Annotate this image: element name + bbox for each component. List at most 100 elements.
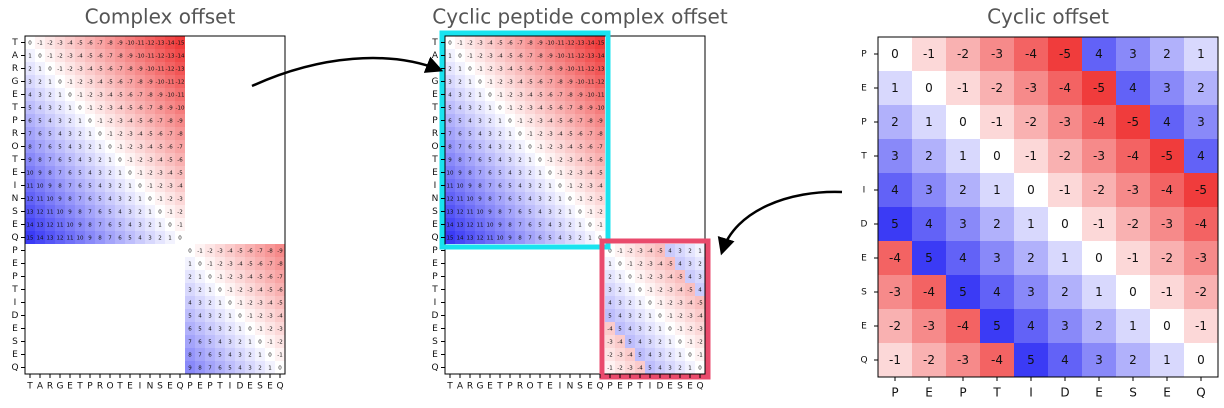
cell	[455, 153, 465, 166]
row-label: E	[12, 324, 18, 334]
cell-value: 8	[48, 171, 52, 177]
cell	[645, 244, 655, 257]
cell-value: -7	[257, 249, 263, 255]
cell	[125, 127, 135, 140]
cell-value: -2	[547, 145, 552, 151]
cell	[625, 296, 635, 309]
cell-value: -9	[537, 41, 543, 47]
cell-value: 10	[77, 236, 84, 242]
cell-value: -1	[87, 106, 92, 112]
cell-value: -10	[166, 93, 175, 99]
cell-value: 9	[458, 171, 462, 177]
cell	[105, 88, 115, 101]
cell-value: 9	[488, 210, 492, 216]
cell	[695, 309, 705, 322]
cell-value: -6	[557, 106, 563, 112]
cell	[145, 179, 155, 192]
cell	[255, 244, 265, 257]
cell	[75, 192, 85, 205]
cell	[145, 166, 155, 179]
cell-value: 5	[38, 119, 42, 125]
cell	[95, 49, 105, 62]
cell	[625, 283, 635, 296]
cell	[1116, 343, 1150, 377]
cell-value: -4	[647, 249, 653, 255]
cell	[525, 140, 535, 153]
cell-value: -10	[176, 106, 185, 112]
cell-value: -3	[657, 275, 663, 281]
cell	[455, 88, 465, 101]
cell	[1048, 207, 1082, 241]
row-label: R	[12, 129, 18, 139]
cell-value: -2	[77, 80, 82, 86]
cell	[980, 343, 1014, 377]
cell	[455, 231, 465, 244]
cell-value: -11	[556, 41, 565, 47]
cell	[595, 192, 605, 205]
cell	[145, 205, 155, 218]
cell-value: -7	[527, 54, 533, 60]
col-label: E	[247, 382, 253, 392]
cell-value: -1	[247, 314, 252, 320]
cell-value: -4	[127, 119, 133, 125]
cell-value: -1	[467, 54, 472, 60]
cell	[1082, 207, 1116, 241]
cell	[545, 36, 555, 49]
cell	[95, 62, 105, 75]
cell	[1082, 275, 1116, 309]
cell	[215, 296, 225, 309]
cell	[35, 127, 45, 140]
cell-value: 0	[188, 249, 192, 255]
cell	[175, 192, 185, 205]
cell-value: 4	[1197, 149, 1205, 163]
cell	[555, 192, 565, 205]
cell	[25, 101, 35, 114]
cell-value: 1	[993, 183, 1001, 197]
cell	[515, 49, 525, 62]
cell-value: 2	[28, 67, 32, 73]
cell-value: -4	[587, 171, 593, 177]
cell-value: -1	[597, 223, 602, 229]
cell-value: 5	[198, 327, 202, 333]
cell-value: 0	[588, 223, 592, 229]
cell-value: 2	[1061, 285, 1069, 299]
cell	[225, 283, 235, 296]
cell-value: 3	[188, 288, 192, 294]
cell	[25, 62, 35, 75]
cell-value: -7	[107, 54, 113, 60]
cell-value: 3	[558, 223, 562, 229]
cell-value: 13	[37, 223, 44, 229]
cell-value: 5	[108, 210, 112, 216]
cell	[1150, 309, 1184, 343]
cell-value: -4	[1195, 217, 1207, 231]
cell	[585, 114, 595, 127]
cell-value: -2	[607, 353, 612, 359]
cell-value: -9	[587, 106, 593, 112]
cell-value: 9	[498, 223, 502, 229]
cell-value: 5	[28, 106, 32, 112]
cell	[525, 49, 535, 62]
cell	[165, 88, 175, 101]
cell-value: -2	[567, 171, 572, 177]
cell-value: -1	[77, 93, 82, 99]
cell-value: 5	[959, 285, 967, 299]
cell	[135, 205, 145, 218]
row-label: E	[432, 350, 438, 360]
cell-value: -12	[176, 80, 185, 86]
cell	[645, 335, 655, 348]
row-label: T	[11, 103, 18, 113]
row-label: T	[431, 38, 438, 48]
row-label: E	[12, 168, 18, 178]
cell-value: -4	[497, 54, 503, 60]
cell-value: -2	[467, 41, 472, 47]
cell-value: -3	[923, 319, 935, 333]
cell-value: -12	[576, 54, 585, 60]
cell	[545, 218, 555, 231]
cell-value: -1	[107, 132, 112, 138]
cell	[125, 49, 135, 62]
cell-value: 3	[448, 80, 452, 86]
cell	[605, 348, 615, 361]
cell-value: 7	[38, 145, 42, 151]
cell	[455, 36, 465, 49]
cell-value: -1	[217, 275, 222, 281]
